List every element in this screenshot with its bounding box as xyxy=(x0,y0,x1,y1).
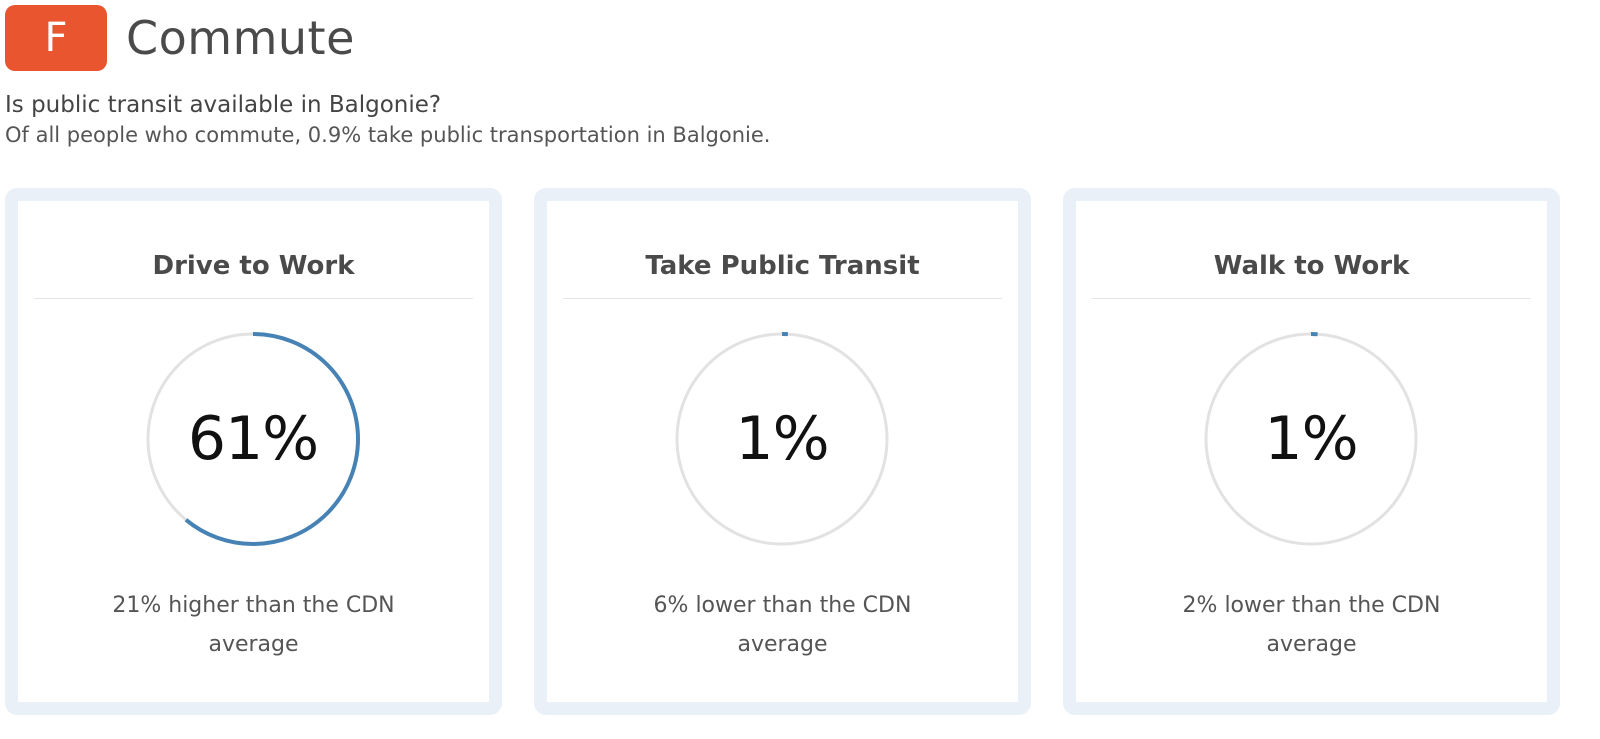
gauge-fill-arc xyxy=(1204,332,1418,546)
gauge-value: 1% xyxy=(1264,404,1358,474)
comparison-text: 2% lower than the CDN average xyxy=(1182,593,1441,657)
section-header: F Commute xyxy=(5,5,355,71)
percentage-gauge: 1% xyxy=(674,331,890,547)
card-title: Take Public Transit xyxy=(645,251,920,281)
card-title: Drive to Work xyxy=(152,251,355,281)
walk-to-work-card: Walk to Work 1% 2% lower than the CDN av… xyxy=(1063,188,1560,715)
gauge-fill-arc xyxy=(675,332,889,546)
section-title: Commute xyxy=(126,11,355,65)
public-transit-card: Take Public Transit 1% 6% lower than the… xyxy=(534,188,1031,715)
card-divider xyxy=(563,298,1002,299)
card-divider xyxy=(34,298,473,299)
card-title: Walk to Work xyxy=(1213,251,1410,281)
gauge-value: 1% xyxy=(735,404,829,474)
card-divider xyxy=(1092,298,1531,299)
gauge-ring xyxy=(146,332,360,546)
comparison-text: 21% higher than the CDN average xyxy=(112,593,395,657)
gauge-ring xyxy=(1204,332,1418,546)
comparison-text: 6% lower than the CDN average xyxy=(653,593,912,657)
percentage-gauge: 61% xyxy=(145,331,361,547)
percentage-gauge: 1% xyxy=(1203,331,1419,547)
transit-question: Is public transit available in Balgonie? xyxy=(5,92,442,118)
drive-to-work-card: Drive to Work 61% 21% higher than the CD… xyxy=(5,188,502,715)
grade-badge: F xyxy=(5,5,107,71)
transit-answer: Of all people who commute, 0.9% take pub… xyxy=(5,123,771,147)
gauge-ring xyxy=(675,332,889,546)
gauge-value: 61% xyxy=(187,404,319,474)
gauge-fill-arc xyxy=(146,332,360,546)
